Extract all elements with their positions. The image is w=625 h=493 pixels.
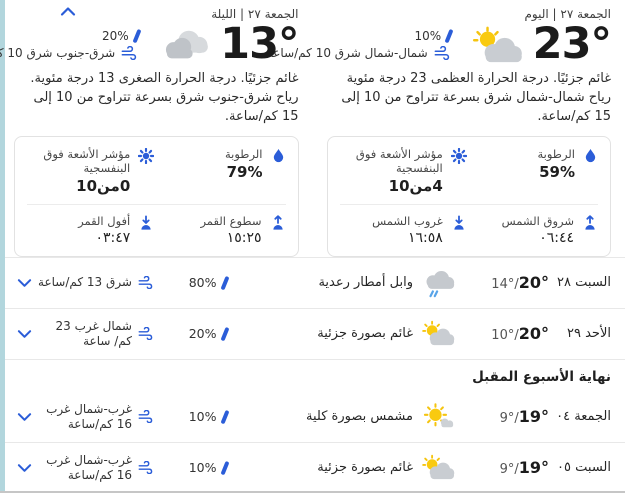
today-wind: شمال-شمال شرق 10 كم/ساعة [266,46,428,60]
forecast-day: السبت ٢٨ [557,275,611,291]
today-details-card: الرطوبة 59% مؤشر الأشعة فوق البنفسجية 4م… [326,135,611,257]
sunset-cell: غروب الشمس ١٦:٥٨ [338,212,469,248]
forecast-day: الأحد ٢٩ [567,326,611,342]
precipitation-icon [220,326,229,341]
forecast-temps: 10°/20° [491,324,549,344]
moonset-cell: أفول القمر ٠٣:٤٧ [25,212,156,248]
wind-icon [138,276,154,290]
forecast-precip: 80% [154,275,229,290]
forecast-precip: 10% [154,460,229,475]
humidity-cell: الرطوبة 59% [469,145,600,197]
precipitation-icon [220,460,229,475]
moonrise-icon [270,214,286,231]
today-precip-chance: 10% [414,29,442,43]
humidity-droplet-icon [271,147,286,163]
card-divider [339,203,598,205]
chevron-up-icon[interactable] [58,4,78,19]
forecast-temps: 14°/20° [491,273,549,293]
tonight-wind: شرق-جنوب شرق 10 كم/ساعة [0,46,116,60]
forecast-condition: وابل أمطار رعدية [318,275,413,291]
mostly-sunny-icon [421,403,455,430]
sunrise-icon [582,214,598,231]
partly-cloudy-icon [421,320,455,347]
forecast-wind: شمال غرب 23 كم/ ساعة [32,319,154,349]
chevron-down-icon[interactable] [10,278,32,288]
forecast-condition: مشمس بصورة كلية [306,409,413,425]
uv-value: 4من10 [388,176,443,195]
tonight-panel: الجمعة ٢٧ | الليلة 13° [0,0,313,257]
humidity-droplet-icon [583,147,598,163]
forecast-row[interactable]: السبت ٢٨ 14°/20° وابل أمطار رعدية 80% شر… [0,256,625,308]
uv-value: 0من10 [76,176,131,195]
tonight-precip-chance: 20% [101,29,129,43]
sunset-value: ١٦:٥٨ [407,229,443,246]
wind-icon [121,46,138,60]
tonight-details-card: الرطوبة 79% مؤشر الأشعة فوق البنفسجية 0م… [14,135,299,257]
forecast-condition: غائم بصورة جزئية [317,460,413,476]
forecast-day: الجمعة ٠٤ [556,409,611,425]
sunrise-value: ٠٦:٤٤ [539,229,574,246]
next-weekend-header: نهاية الأسبوع المقبل [0,358,625,392]
humidity-value: 59% [539,162,575,181]
uv-index-icon [450,147,467,164]
tonight-date-label: الجمعة ٢٧ | الليلة [211,7,299,21]
today-date-label: الجمعة ٢٧ | اليوم [524,7,611,21]
chevron-down-icon[interactable] [10,463,32,473]
forecast-row[interactable]: السبت ٠٥ 9°/19° غائم بصورة جزئية 10% غرب… [0,441,625,491]
tonight-temperature: 13° [220,19,299,69]
wind-icon [138,461,154,475]
moonrise-value: ١٥:٢٥ [226,229,262,246]
sunrise-cell: شروق الشمس ٠٦:٤٤ [469,212,600,248]
tonight-summary: غائم جزئيًا. درجة الحرارة الصغرى 13 درجة… [30,71,299,124]
forecast-temps: 9°/19° [499,458,549,478]
chevron-down-icon[interactable] [10,412,32,422]
forecast-precip: 10% [154,409,229,424]
uv-cell: مؤشر الأشعة فوق البنفسجية 0من10 [25,145,156,197]
forecast-wind: غرب-شمال غرب 16 كم/ساعة [32,453,154,483]
wind-icon [138,327,154,341]
precipitation-icon [220,275,229,290]
forecast-temps: 9°/19° [499,407,549,427]
today-stats: 10% شمال-شمال شرق 10 كم/ساعة [266,26,454,63]
forecast-day: السبت ٠٥ [557,460,611,476]
forecast-wind: شرق 13 كم/ساعة [32,275,154,290]
cloudy-night-icon [158,25,212,65]
today-temperature: 23° [532,19,612,69]
sunset-icon [451,214,467,231]
moonset-icon [138,214,154,231]
rain-showers-icon [421,267,455,298]
precipitation-icon [220,409,229,424]
precipitation-icon [444,28,454,44]
today-panel: الجمعة ٢٧ | اليوم 23° [267,0,625,257]
today-summary: غائم جزئيًا. درجة الحرارة العظمى 23 درجة… [341,71,611,124]
wind-icon [138,410,154,424]
precipitation-icon [132,28,141,44]
card-divider [27,203,286,205]
partly-cloudy-day-icon [471,25,525,65]
humidity-value: 79% [226,162,263,181]
wind-icon [434,46,451,60]
uv-index-icon [138,147,155,164]
forecast-wind: غرب-شمال غرب 16 كم/ساعة [32,402,154,432]
current-conditions-section: الجمعة ٢٧ | اليوم 23° [0,0,625,257]
left-edge-strip [0,0,5,491]
moonset-value: ٠٣:٤٧ [95,229,131,246]
forecast-condition: غائم بصورة جزئية [317,326,413,342]
forecast-row[interactable]: الأحد ٢٩ 10°/20° غائم بصورة جزئية 20% شم… [0,307,625,359]
uv-cell: مؤشر الأشعة فوق البنفسجية 4من10 [338,145,469,197]
chevron-down-icon[interactable] [10,329,32,339]
moonrise-cell: سطوع القمر ١٥:٢٥ [156,212,287,248]
tonight-stats: 20% شرق-جنوب شرق 10 كم/ساعة [0,26,141,63]
partly-cloudy-icon [421,454,455,481]
forecast-precip: 20% [154,326,229,341]
forecast-row[interactable]: الجمعة ٠٤ 9°/19° مشمس بصورة كلية 10% غرب… [0,392,625,442]
humidity-cell: الرطوبة 79% [156,145,287,197]
